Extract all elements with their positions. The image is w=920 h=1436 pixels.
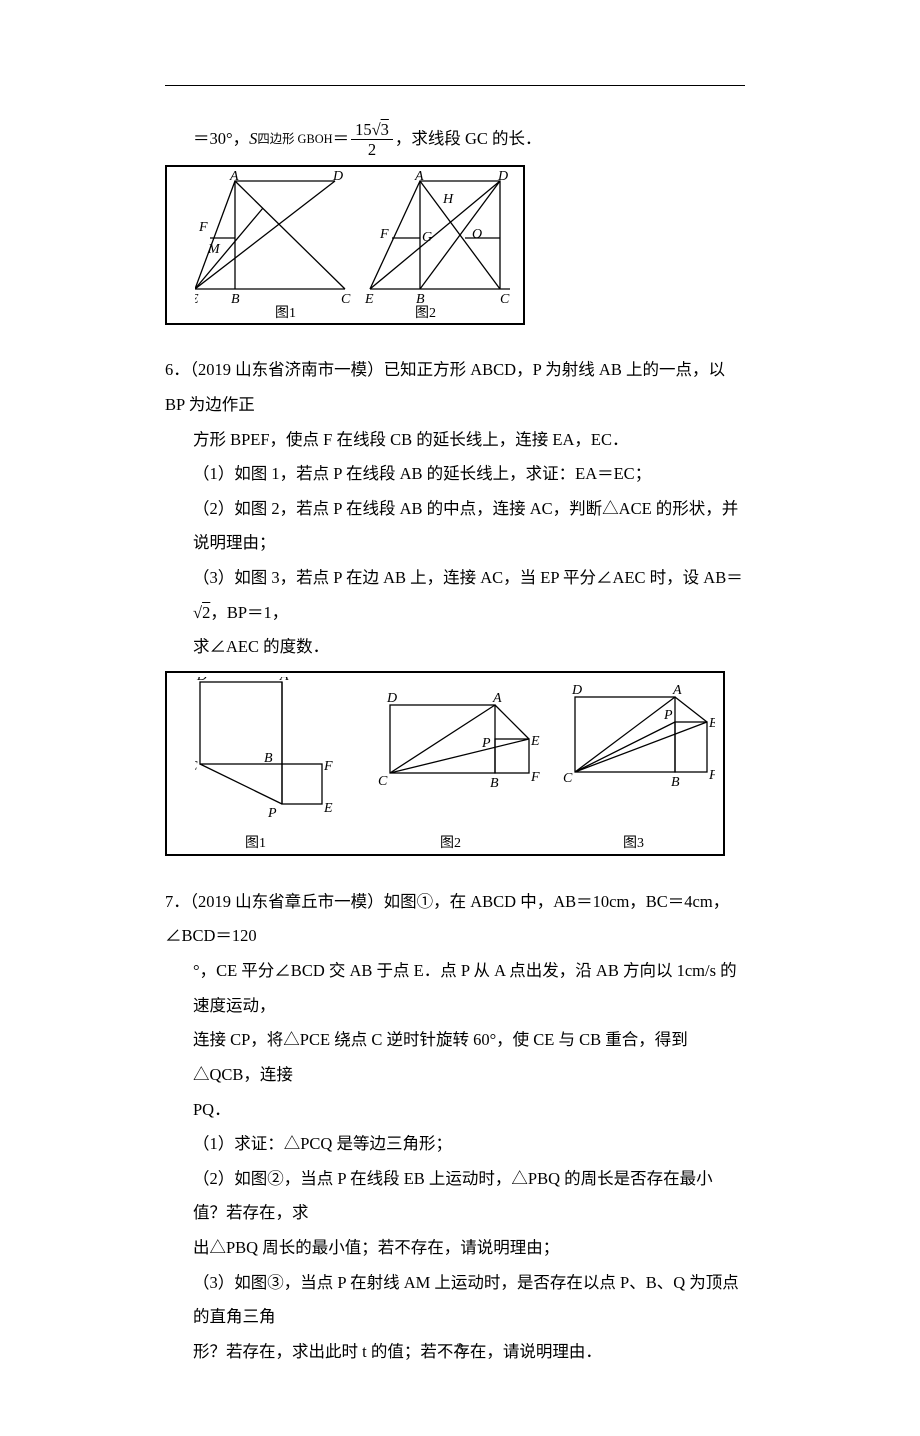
f1-D: D <box>196 677 207 684</box>
f1-F: F <box>323 759 333 774</box>
frac-sqrt: 3 <box>381 120 389 139</box>
q6-p3b: ，BP＝1， <box>210 596 288 631</box>
f3-A: A <box>672 683 682 698</box>
cap2: 图2 <box>415 306 436 321</box>
lbl-G: G <box>422 230 432 245</box>
f3-P: P <box>663 708 673 723</box>
q6-head2: 方形 BPEF，使点 F 在线段 CB 的延长线上，连接 EA，EC． <box>165 423 745 458</box>
f2-D: D <box>386 691 397 706</box>
lbl-A: A <box>229 171 239 184</box>
f2-A: A <box>492 691 502 706</box>
lbl-O: O <box>472 227 482 242</box>
figure-q5: A D F M E B C 图1 <box>165 165 525 325</box>
f2-cap: 图2 <box>440 836 461 851</box>
q7-head3: 连接 CP，将△PCE 绕点 C 逆时针旋转 60°，使 CE 与 CB 重合，… <box>165 1023 745 1092</box>
f2-F: F <box>530 770 540 785</box>
f3-F: F <box>708 768 715 783</box>
lbl-C2: C <box>500 292 510 307</box>
frag-q5-tail: ＝30°， S 四边形 GBOH ＝ 15√3 2 ，求线段 GC 的长． <box>165 121 745 347</box>
q6-sqrt: 2 <box>202 596 210 631</box>
f3-cap: 图3 <box>623 836 644 851</box>
figure-q6: D A C B F P E 图1 <box>165 671 725 856</box>
eq-sign: ＝ <box>333 122 350 157</box>
tail-text: ，求线段 GC 的长． <box>395 122 542 157</box>
q6-p4: 求∠AEC 的度数． <box>165 630 745 665</box>
lbl-F2: F <box>379 227 389 242</box>
frac-num: 15 <box>355 120 372 139</box>
lbl-B2: B <box>416 292 425 307</box>
lbl-M: M <box>207 242 221 257</box>
q7-p2b: 出△PBQ 周长的最小值；若不存在，请说明理由； <box>165 1231 745 1266</box>
lbl-D2: D <box>497 171 508 184</box>
question-7: 7．（2019 山东省章丘市一模）如图①，在 ABCD 中，AB＝10cm，BC… <box>165 885 745 1370</box>
q7-head4: PQ． <box>165 1093 745 1128</box>
top-divider <box>165 85 745 86</box>
q6-head: 6．（2019 山东省济南市一模）已知正方形 ABCD，P 为射线 AB 上的一… <box>165 353 745 422</box>
lbl-F: F <box>198 220 208 235</box>
f3-E: E <box>708 716 715 731</box>
q6-p2: （2）如图 2，若点 P 在线段 AB 的中点，连接 AC，判断△ACE 的形状… <box>165 492 745 561</box>
lbl-B: B <box>231 292 240 307</box>
q7-p2: （2）如图②，当点 P 在线段 EB 上运动时，△PBQ 的周长是否存在最小值？… <box>165 1162 745 1231</box>
lbl-A2: A <box>414 171 424 184</box>
f2-B: B <box>490 776 499 791</box>
page-number: 3 <box>0 1334 920 1366</box>
s-sub: 四边形 GBOH <box>257 127 332 153</box>
f3-B: B <box>671 775 680 790</box>
frac-den: 2 <box>368 140 376 158</box>
q7-head: 7．（2019 山东省章丘市一模）如图①，在 ABCD 中，AB＝10cm，BC… <box>165 885 745 954</box>
s-label: S <box>249 122 257 157</box>
cap1: 图1 <box>275 306 296 321</box>
fraction: 15√3 2 <box>351 121 393 159</box>
f2-P: P <box>481 736 491 751</box>
f1-E: E <box>323 801 333 816</box>
f2-E: E <box>530 734 540 749</box>
q7-p3: （3）如图③，当点 P 在射线 AM 上运动时，是否存在以点 P、B、Q 为顶点… <box>165 1266 745 1335</box>
f1-C: C <box>195 759 198 774</box>
f3-D: D <box>571 683 582 698</box>
q7-p1: （1）求证：△PCQ 是等边三角形； <box>165 1127 745 1162</box>
f2-C: C <box>378 774 388 789</box>
lbl-E2: E <box>364 292 374 307</box>
f3-C: C <box>563 771 573 786</box>
question-6: 6．（2019 山东省济南市一模）已知正方形 ABCD，P 为射线 AB 上的一… <box>165 353 745 878</box>
f1-B: B <box>264 751 273 766</box>
q7-head2: °，CE 平分∠BCD 交 AB 于点 E．点 P 从 A 点出发，沿 AB 方… <box>165 954 745 1023</box>
lbl-D: D <box>332 171 343 184</box>
f1-cap: 图1 <box>245 836 266 851</box>
eq30: ＝30°， <box>193 122 249 157</box>
lbl-E: E <box>195 292 199 307</box>
q6-p1: （1）如图 1，若点 P 在线段 AB 的延长线上，求证：EA＝EC； <box>165 457 745 492</box>
lbl-H: H <box>442 192 454 207</box>
lbl-C: C <box>341 292 351 307</box>
q6-p3a: （3）如图 3，若点 P 在边 AB 上，连接 AC，当 EP 平分∠AEC 时… <box>193 561 743 596</box>
f1-A: A <box>279 677 289 684</box>
f1-P: P <box>267 806 277 821</box>
